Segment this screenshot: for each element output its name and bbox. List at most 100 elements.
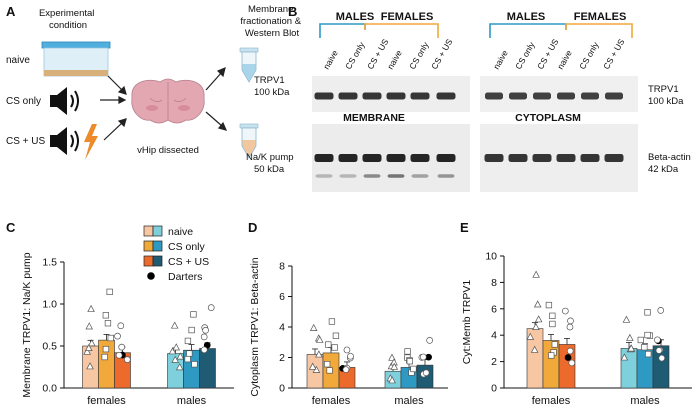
- data-point: [548, 352, 555, 359]
- lane-label: CS only: [577, 40, 601, 71]
- blot-band: [338, 92, 358, 100]
- blot-band: [314, 154, 334, 162]
- blot-band: [604, 154, 624, 162]
- x-tick-label: males: [177, 395, 207, 407]
- data-point: [566, 323, 574, 331]
- data-point: [658, 354, 666, 362]
- y-axis-label: Membrane TRPV1: Na/K pump: [21, 252, 33, 397]
- trpv1-left-label: TRPV1 100 kDa: [254, 75, 290, 98]
- data-point: [202, 326, 209, 334]
- data-point: [323, 361, 331, 368]
- y-tick-label: 1.5: [42, 257, 57, 269]
- cage-icon: [41, 41, 111, 77]
- data-point: [85, 343, 93, 351]
- data-point: [426, 337, 433, 344]
- blot-band: [386, 92, 406, 100]
- y-tick-label: 0.5: [42, 341, 57, 353]
- blot-band: [508, 154, 528, 162]
- data-point: [410, 365, 417, 373]
- speaker-icon: [50, 127, 79, 155]
- darter-point: [564, 354, 572, 361]
- x-tick-label: females: [87, 395, 126, 407]
- legend-label: CS + US: [168, 256, 209, 268]
- data-point: [657, 307, 665, 314]
- data-point: [637, 336, 644, 344]
- y-axis-label: Cytoplasm TRPV1: Beta-actin: [249, 257, 261, 396]
- blot-band: [362, 92, 382, 100]
- data-point: [549, 320, 556, 328]
- group-label-females: FEMALES: [574, 11, 627, 23]
- y-tick-label: 2: [491, 356, 497, 368]
- data-point: [545, 301, 553, 309]
- data-point: [534, 315, 543, 323]
- panel-e-letter: E: [460, 220, 469, 235]
- legend-label: naive: [168, 226, 193, 238]
- blot-band: [339, 174, 357, 178]
- x-tick-label: females: [312, 395, 351, 407]
- data-point: [85, 322, 94, 330]
- lane-label: naive: [491, 48, 510, 71]
- data-point: [566, 347, 574, 355]
- data-point: [406, 358, 413, 365]
- data-point: [101, 353, 108, 361]
- y-tick-label: 8: [279, 261, 285, 273]
- legend-swatch: [152, 255, 163, 267]
- data-point: [561, 307, 569, 315]
- lane-label: naive: [321, 48, 340, 71]
- blot-band: [485, 92, 503, 100]
- blot-band: [605, 92, 623, 100]
- data-point: [207, 304, 215, 311]
- experimental-condition-label: Experimental condition: [39, 8, 97, 31]
- data-point: [328, 318, 336, 325]
- blot-band: [387, 174, 405, 178]
- blot-band: [509, 92, 527, 100]
- data-point: [118, 343, 126, 351]
- data-point: [332, 332, 340, 339]
- data-point: [184, 337, 192, 345]
- panel-c-letter: C: [6, 220, 16, 235]
- data-point: [326, 367, 333, 374]
- data-point: [102, 312, 109, 319]
- beta-actin-label: Beta-actin 42 kDa: [648, 152, 693, 175]
- blot-band: [556, 154, 576, 162]
- bar: [620, 348, 638, 389]
- y-axis-label: Cyt:Memb TRPV1: [461, 280, 473, 365]
- x-tick-label: males: [630, 395, 660, 407]
- condition-arrows: [100, 75, 127, 141]
- data-point: [645, 350, 652, 358]
- legend-swatch: [143, 240, 154, 252]
- membrane-label: MEMBRANE: [343, 112, 405, 124]
- blot-band: [410, 92, 430, 100]
- tube-icon: [239, 47, 259, 83]
- legend-label: CS only: [168, 241, 206, 253]
- data-point: [551, 341, 558, 348]
- lane-label: CS only: [343, 40, 367, 71]
- data-point: [532, 270, 540, 278]
- group-label-males: MALES: [336, 11, 375, 23]
- legend-swatch: [143, 255, 154, 267]
- data-point: [87, 339, 96, 347]
- data-point: [115, 351, 123, 359]
- panel-a-letter: A: [6, 4, 16, 19]
- cytoplasm-label: CYTOPLASM: [515, 112, 581, 124]
- data-point: [184, 355, 191, 363]
- lane-label: CS + US: [601, 37, 626, 71]
- data-point: [331, 344, 338, 351]
- panel-b-letter: B: [288, 4, 297, 19]
- group-label-males: MALES: [507, 11, 546, 23]
- chart-d: 0 2 4 6 8 Cytoplasm TRPV1: Beta-actin females m…: [249, 257, 448, 407]
- bar-charts: 0.0 0.5 1.0 1.5 Membrane TRPV1: Na/K pump fem…: [21, 251, 692, 407]
- data-point: [104, 320, 112, 327]
- data-point: [620, 353, 629, 361]
- data-point: [641, 344, 648, 351]
- legend-swatch: [152, 240, 163, 252]
- group-brackets: [319, 23, 633, 38]
- speaker-icon: [50, 87, 79, 115]
- y-tick-label: 6: [491, 303, 497, 315]
- blot-band: [436, 92, 456, 100]
- nak-pump-label: Na/K pump 50 kDa: [246, 152, 296, 175]
- y-tick-label: 0: [279, 383, 285, 395]
- chart-c: 0.0 0.5 1.0 1.5 Membrane TRPV1: Na/K pump fem…: [21, 252, 234, 407]
- bar: [199, 348, 216, 389]
